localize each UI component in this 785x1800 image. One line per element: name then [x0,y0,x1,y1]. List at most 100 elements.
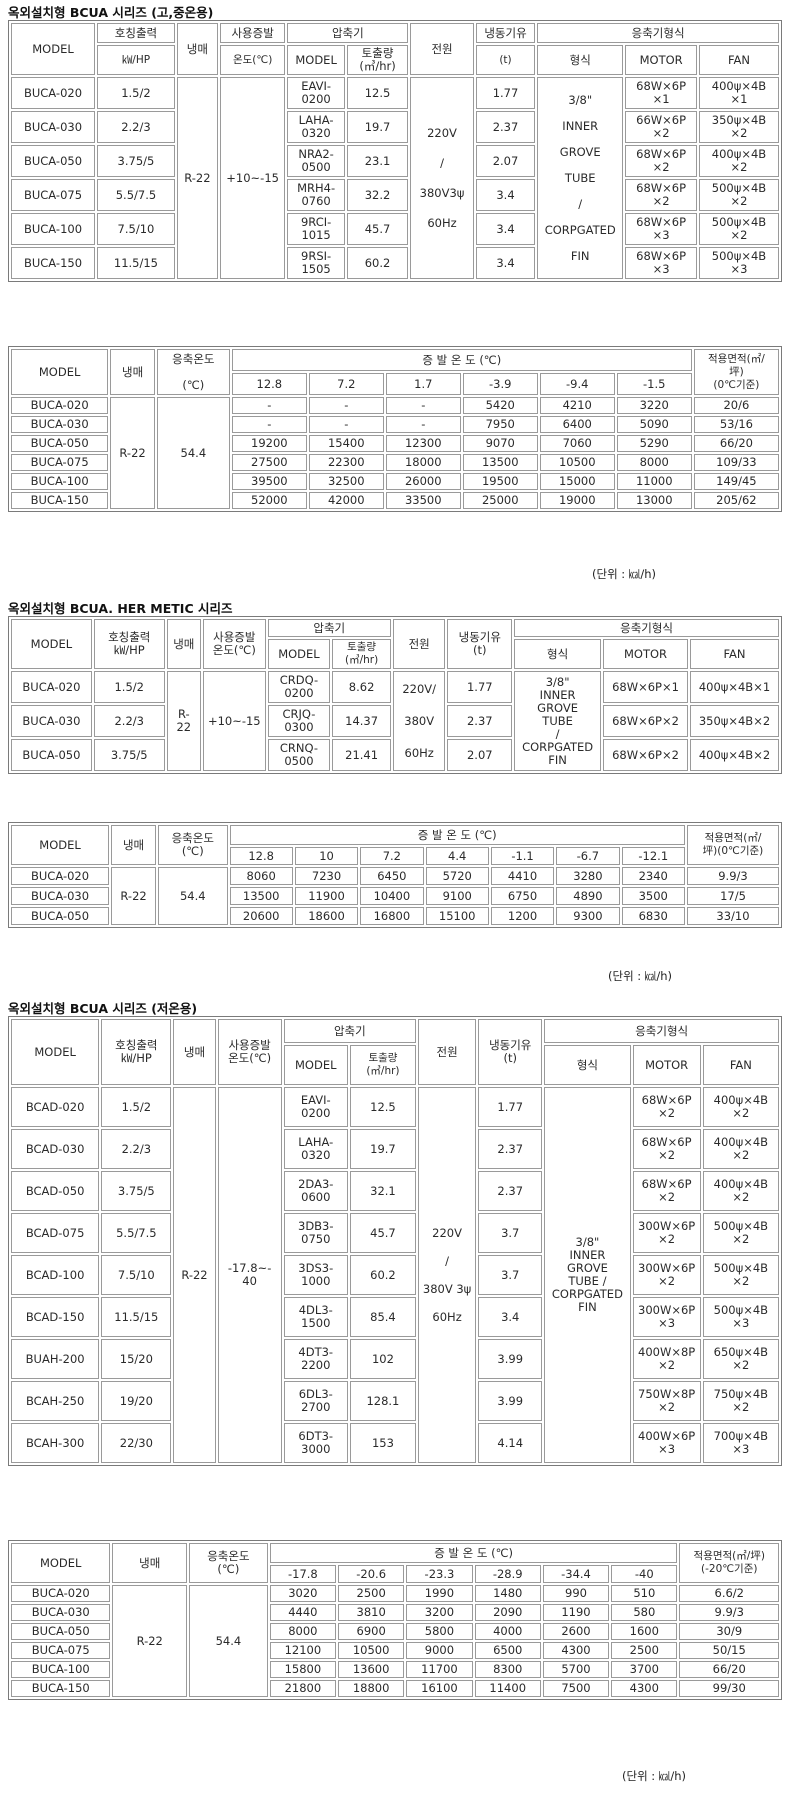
cell-fan: 400ψ×4B ×2 [702,1171,779,1211]
table-row: BUCA-075 27500 22300 18000 13500 10500 8… [11,454,779,471]
cell-value: 21800 [269,1680,337,1697]
cell-cond-type: 3/8" INNER GROVE TUBE / CORPGATED FIN [514,671,602,771]
cell-value: 13500 [229,887,293,905]
cell-motor: 68W×6P×1 [603,671,688,703]
evap-temp-col: 7.2 [308,373,384,395]
header-condenser: 응축기형식 [514,619,779,637]
cell-model: BUCA-050 [11,145,96,177]
capacity-table: MODEL 냉매 응축온도 (℃) 증 발 온 도 (℃) 적용면적(㎡/ 坪) … [9,347,781,511]
cond-type-line: TUBE [564,171,596,185]
cell-evap-temp: +10~-15 [202,671,266,771]
header-displacement: 토출량 (㎥/hr) [346,45,409,75]
cell-value: 13600 [338,1661,405,1678]
cell-oil: 2.37 [475,111,536,143]
evap-temp-col: 7.2 [360,847,424,865]
header-refrigerant: 냉매 [112,1543,188,1583]
evap-temp-col: 10 [294,847,359,865]
cell-disp: 32.1 [349,1171,417,1211]
cell-motor: 68W×6P ×3 [625,213,697,245]
cell-value: 13500 [462,454,538,471]
table-row: BCAD-050 3.75/5 2DA3- 0600 32.1 2.37 68W… [11,1171,779,1211]
cell-value: 5290 [616,435,692,452]
cell-model: BCAH-300 [11,1423,100,1463]
table-row: BUCA-050 19200 15400 12300 9070 7060 529… [11,435,779,452]
cell-evap-temp: +10~-15 [219,77,286,279]
cell-value: 2340 [621,867,685,885]
cell-comp: 2DA3- 0600 [283,1171,348,1211]
cell-area: 66/20 [679,1661,779,1678]
header-comp-model: MODEL [287,45,345,75]
cell-value: 15800 [269,1661,337,1678]
cell-model: BUCA-100 [11,213,96,245]
cell-value: 1480 [474,1585,541,1602]
evap-temp-col: -1.1 [490,847,555,865]
cell-model: BCAD-150 [11,1297,100,1337]
header-power: 전원 [392,619,446,669]
header-compressor: 압축기 [287,23,409,43]
header-evap-temp: 사용증발 온도(℃) [217,1019,282,1085]
table-row: BUCA-020 1.5/2 R-22 +10~-15 EAVI- 0200 1… [11,77,779,279]
cell-area: 99/30 [679,1680,779,1697]
cell-disp: 85.4 [349,1297,417,1337]
cell-value: 5800 [406,1623,473,1640]
header-cond-temp: 응축온도 (℃) [189,1543,268,1583]
cell-model: BUCA-150 [11,1680,111,1697]
cell-output: 3.75/5 [97,145,175,177]
cell-value: 12100 [269,1642,337,1659]
spec-table: MODEL 호칭출력 냉매 사용증발 압축기 전원 냉동기유 응축기형식 ㎾/H… [9,21,781,281]
evap-temp-col: -34.4 [542,1565,610,1583]
table-row: BCAH-300 22/30 6DT3- 3000 153 4.14 400W×… [11,1423,779,1463]
header-fan: FAN [689,639,779,669]
cell-comp: EAVI- 0200 [287,77,345,109]
table-row: BUCA-100 39500 32500 26000 19500 15000 1… [11,473,779,490]
cell-value: 15100 [425,907,489,925]
table-row: BUCA-030 2.2/3 CRJQ- 0300 14.37 2.37 68W… [11,705,779,737]
capacity-table-frame: MODEL 냉매 응축온도 (℃) 증 발 온 도 (℃) 적용면적(㎡/坪) … [8,1540,782,1700]
cell-value: 3700 [611,1661,678,1678]
cell-model: BUCA-030 [11,887,110,905]
header-evap-temp: 증 발 온 도 (℃) [269,1543,678,1563]
cell-model: BCAD-100 [11,1255,100,1295]
cell-oil: 3.4 [478,1297,543,1337]
header-motor: MOTOR [632,1045,701,1085]
header-output-unit: ㎾/HP [97,45,175,75]
cell-value: 6830 [621,907,685,925]
cell-value: 3020 [269,1585,337,1602]
table-row: BUCA-050 8000 6900 5800 4000 2600 1600 3… [11,1623,779,1640]
cell-value: - [231,397,307,414]
cell-model: BUCA-030 [11,705,92,737]
cond-type-line: GROVE [559,145,601,159]
spec-table: MODEL 호칭출력 ㎾/HP 냉매 사용증발 온도(℃) 압축기 전원 냉동기… [9,1017,781,1465]
cell-motor: 400W×6P ×3 [632,1423,701,1463]
cell-disp: 60.2 [346,247,409,279]
cell-output: 2.2/3 [97,111,175,143]
cell-oil: 2.37 [478,1129,543,1169]
header-compressor: 압축기 [283,1019,417,1043]
cell-disp: 60.2 [349,1255,417,1295]
table-row: BUCA-030 4440 3810 3200 2090 1190 580 9.… [11,1604,779,1621]
header-comp-model: MODEL [283,1045,348,1085]
cell-oil: 2.37 [478,1171,543,1211]
cell-area: 50/15 [679,1642,779,1659]
cell-model: BUCA-020 [11,671,92,703]
cell-model: BUCA-100 [11,1661,111,1678]
cell-value: - [385,416,461,433]
header-cond-temp: 응축온도 (℃) [158,825,228,865]
cond-type-line: / [578,197,583,211]
header-refrigerant: 냉매 [110,349,155,395]
table-row: BUCA-030 - - - 7950 6400 5090 53/16 [11,416,779,433]
cell-disp: 8.62 [332,671,391,703]
capacity-table: MODEL 냉매 응축온도 (℃) 증 발 온 도 (℃) 적용면적(㎡/坪) … [9,1541,781,1699]
cell-fan: 350ψ×4B ×2 [698,111,779,143]
cell-value: 9000 [406,1642,473,1659]
cell-value: 7950 [462,416,538,433]
header-evap-temp: 증 발 온 도 (℃) [231,349,692,371]
cell-value: 6400 [539,416,615,433]
unit-note: (단위 : ㎉/h) [622,1769,686,1783]
cell-cond-temp: 54.4 [189,1585,268,1697]
cell-value: 7060 [539,435,615,452]
cell-value: 8300 [474,1661,541,1678]
cell-motor: 68W×6P ×2 [632,1129,701,1169]
cell-value: 39500 [231,473,307,490]
cell-value: 3810 [338,1604,405,1621]
